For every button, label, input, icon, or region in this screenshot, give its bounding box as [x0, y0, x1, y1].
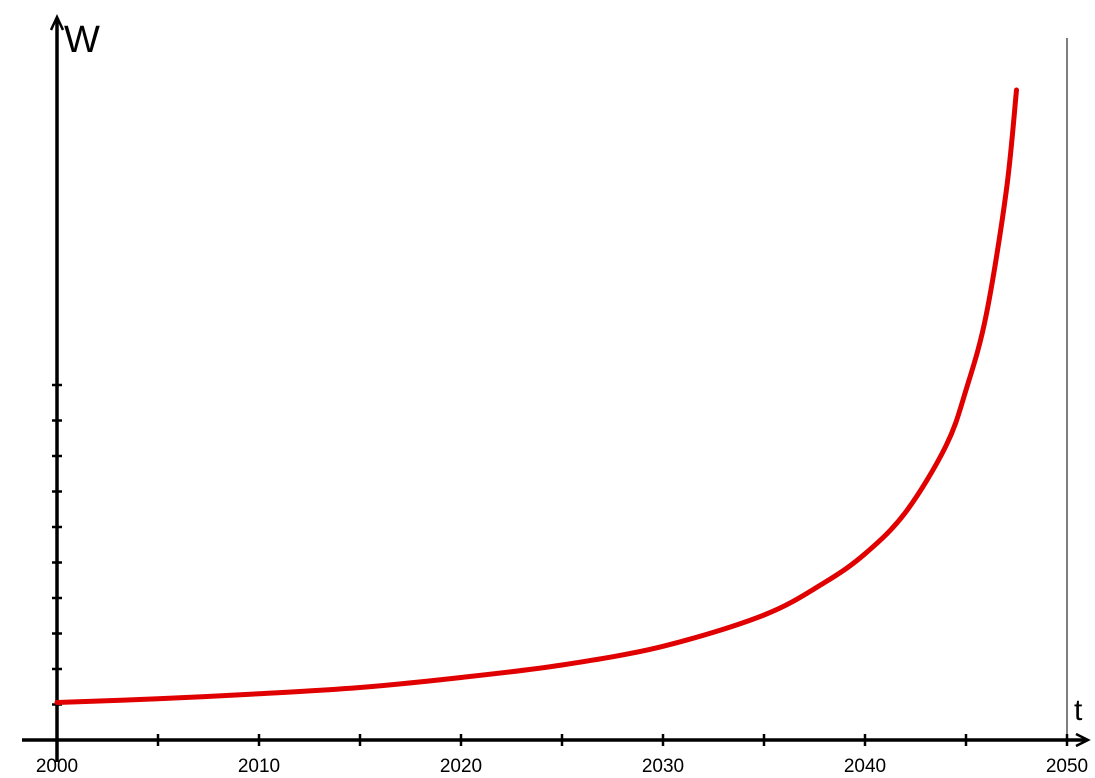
x-tick-label: 2020: [440, 756, 482, 777]
ticks: 2000 2010 2020 2030 2040 2050: [36, 383, 1088, 777]
axes: [22, 14, 1091, 762]
x-tick-label: 2010: [238, 756, 280, 777]
y-axis-arrow: [49, 14, 65, 31]
x-axis-label: t: [1074, 694, 1083, 727]
x-tick-label: 2050: [1046, 756, 1088, 777]
y-axis-label: W: [64, 19, 100, 61]
x-axis-arrow: [1075, 732, 1091, 748]
series: [54, 87, 1019, 705]
series-line: [54, 87, 1019, 705]
x-tick-label: 2000: [36, 756, 78, 777]
x-tick-label: 2040: [844, 756, 886, 777]
x-tick-label: 2030: [642, 756, 684, 777]
